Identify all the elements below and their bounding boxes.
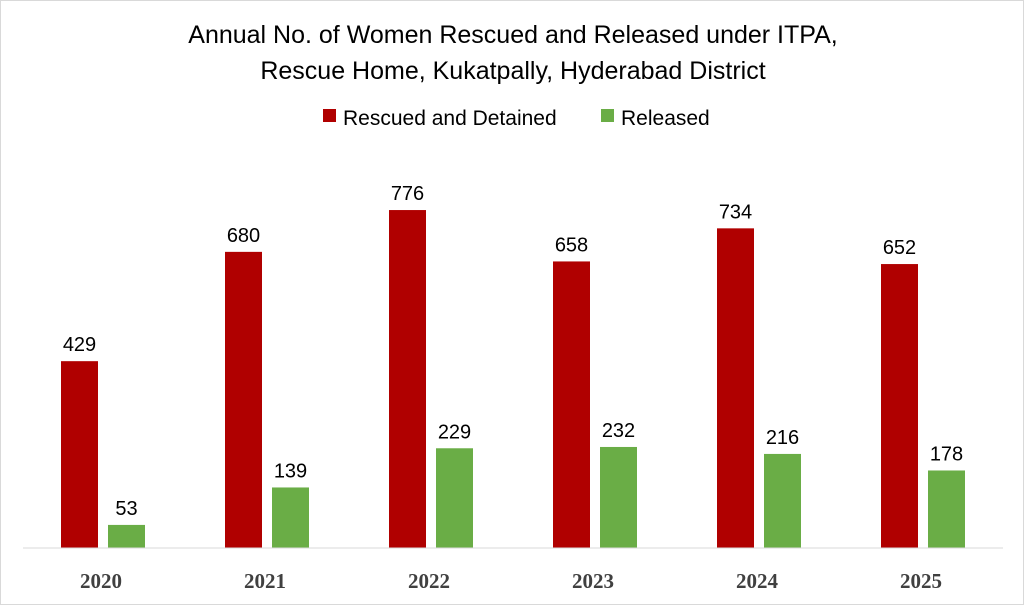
data-label-rescued-and-detained-2024: 734 bbox=[719, 201, 752, 223]
data-label-rescued-and-detained-2021: 680 bbox=[227, 225, 260, 247]
data-label-rescued-and-detained-2020: 429 bbox=[63, 334, 96, 356]
data-label-released-2025: 178 bbox=[930, 443, 963, 465]
bar-rescued-and-detained-2025 bbox=[881, 264, 918, 548]
bar-released-2024 bbox=[764, 453, 801, 548]
legend-swatch-rescued-and-detained bbox=[323, 109, 336, 122]
x-tick-label-2025: 2025 bbox=[900, 569, 942, 593]
x-tick-label-2024: 2024 bbox=[736, 569, 779, 593]
bar-released-2023 bbox=[600, 446, 637, 548]
data-label-rescued-and-detained-2022: 776 bbox=[391, 183, 424, 205]
bar-released-2025 bbox=[928, 470, 965, 548]
data-label-rescued-and-detained-2023: 658 bbox=[555, 234, 588, 256]
data-label-released-2022: 229 bbox=[438, 421, 471, 443]
data-label-rescued-and-detained-2025: 652 bbox=[883, 237, 916, 259]
legend-label-released: Released bbox=[621, 107, 710, 130]
bar-released-2020 bbox=[108, 524, 145, 548]
legend-item-rescued-and-detained: Rescued and Detained bbox=[323, 107, 557, 130]
bar-released-2021 bbox=[272, 487, 309, 548]
bar-rescued-and-detained-2020 bbox=[61, 361, 98, 548]
bar-rescued-and-detained-2022 bbox=[389, 210, 426, 548]
legend-item-released: Released bbox=[601, 107, 710, 130]
data-label-released-2023: 232 bbox=[602, 420, 635, 442]
x-tick-label-2023: 2023 bbox=[572, 569, 614, 593]
legend: Rescued and Detained Released bbox=[323, 107, 710, 130]
bar-rescued-and-detained-2023 bbox=[553, 261, 590, 548]
legend-swatch-released bbox=[601, 109, 614, 122]
bar-rescued-and-detained-2021 bbox=[225, 251, 262, 549]
data-label-released-2024: 216 bbox=[766, 427, 799, 449]
chart-title: Annual No. of Women Rescued and Released… bbox=[188, 21, 837, 49]
bar-released-2022 bbox=[436, 448, 473, 548]
bar-rescued-and-detained-2024 bbox=[717, 228, 754, 548]
data-label-released-2021: 139 bbox=[274, 460, 307, 482]
x-tick-label-2021: 2021 bbox=[244, 569, 286, 593]
x-tick-label-2020: 2020 bbox=[80, 569, 122, 593]
plot-area: 429 53 2020 680 139 2021 776 229 2022 658 232 2023 7… bbox=[23, 183, 1003, 593]
chart-subtitle: Rescue Home, Kukatpally, Hyderabad Distr… bbox=[260, 57, 765, 85]
data-label-released-2020: 53 bbox=[115, 498, 137, 520]
legend-label-rescued-and-detained: Rescued and Detained bbox=[343, 107, 557, 130]
x-tick-label-2022: 2022 bbox=[408, 569, 450, 593]
